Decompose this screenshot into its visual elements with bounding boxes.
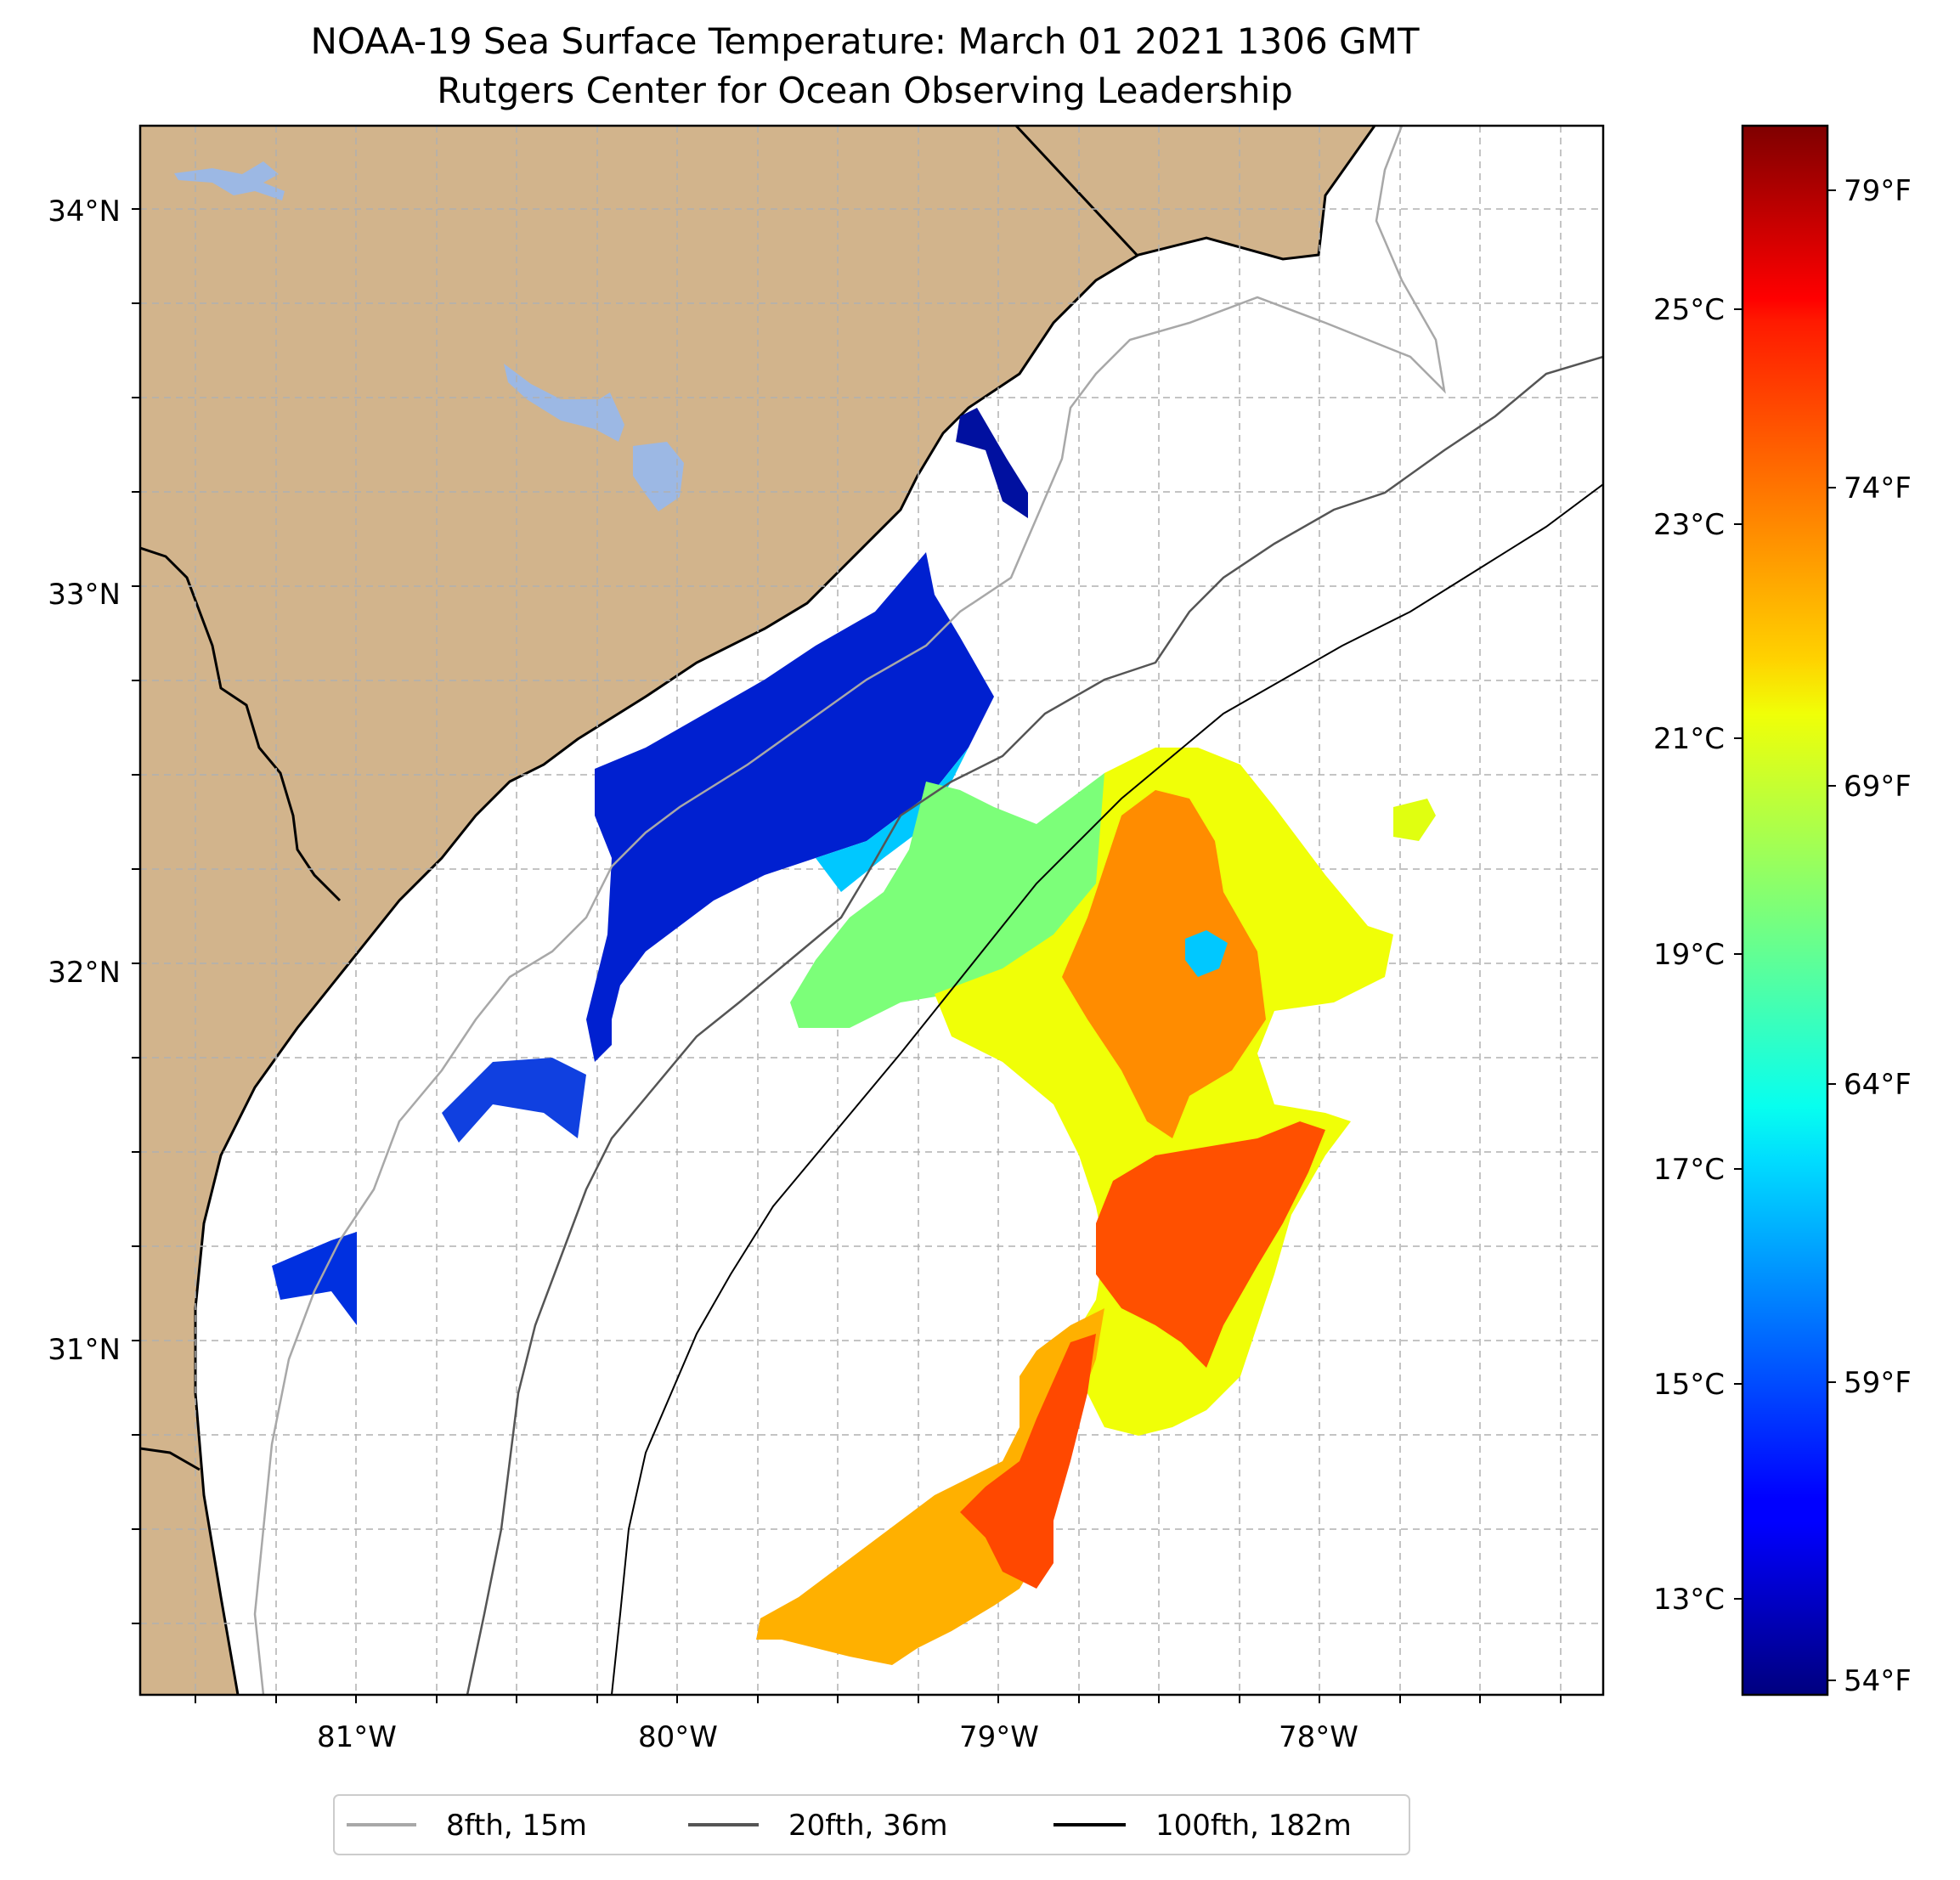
sst-patch-cold-eddy xyxy=(1185,930,1228,977)
celsius-label-13: 13°C xyxy=(1653,1583,1725,1617)
fahrenheit-label-59: 59°F xyxy=(1844,1366,1912,1400)
chart-title-line1: NOAA-19 Sea Surface Temperature: March 0… xyxy=(311,20,1420,62)
legend-item-20fth: 20fth, 36m xyxy=(688,1809,948,1843)
fahrenheit-label-69: 69°F xyxy=(1844,770,1912,804)
sst-patch-east-isolated xyxy=(1393,799,1436,841)
colorbar-fahrenheit-ticks xyxy=(1827,189,1836,1681)
celsius-label-25: 25°C xyxy=(1653,293,1725,327)
celsius-label-17: 17°C xyxy=(1653,1153,1725,1187)
isobath-182m xyxy=(611,483,1603,1695)
lat-label-34n: 34°N xyxy=(48,195,121,229)
lon-label-79w: 79°W xyxy=(959,1720,1039,1754)
fahrenheit-label-54: 54°F xyxy=(1844,1664,1912,1698)
celsius-label-21: 21°C xyxy=(1653,722,1725,756)
isobath-15m xyxy=(253,126,1446,1695)
celsius-label-23: 23°C xyxy=(1653,508,1725,542)
fahrenheit-label-64: 64°F xyxy=(1844,1068,1912,1102)
lake-moultrie xyxy=(633,442,684,511)
isobath-36m xyxy=(466,355,1603,1695)
sst-patch-coastal-south xyxy=(442,1058,586,1143)
lon-label-78w: 78°W xyxy=(1279,1720,1358,1754)
sst-patch-hot-core xyxy=(1096,1121,1325,1368)
legend-box xyxy=(333,1794,1410,1855)
colorbar-gradient xyxy=(1741,124,1829,1697)
colorbar-celsius-labels: 25°C 23°C 21°C 19°C 17°C 15°C 13°C xyxy=(1653,293,1725,1617)
legend-label-20fth: 20fth, 36m xyxy=(788,1809,948,1843)
sst-patch-coastal-warm-edge xyxy=(816,697,994,892)
chart-title-line2: Rutgers Center for Ocean Observing Leade… xyxy=(437,70,1293,111)
lat-label-33n: 33°N xyxy=(48,578,121,612)
lon-labels: 81°W 80°W 79°W 78°W xyxy=(317,1720,1358,1754)
sst-patch-coastal-cold xyxy=(586,552,994,1062)
legend: 8fth, 15m 20fth, 36m 100fth, 182m xyxy=(333,1794,1410,1855)
lat-label-31n: 31°N xyxy=(48,1333,121,1367)
fahrenheit-label-79: 79°F xyxy=(1844,174,1912,208)
isobaths xyxy=(253,126,1603,1695)
lat-labels: 34°N 33°N 32°N 31°N xyxy=(48,195,121,1367)
lat-label-32n: 32°N xyxy=(48,956,121,990)
map-panel xyxy=(140,126,1603,1695)
coastline xyxy=(140,126,1376,1695)
legend-label-100fth: 100fth, 182m xyxy=(1155,1809,1352,1843)
map-frame xyxy=(138,124,1605,1697)
inland-water xyxy=(174,161,684,511)
celsius-label-15: 15°C xyxy=(1653,1368,1725,1402)
lake-wateree xyxy=(174,161,285,200)
sst-patch-north-inlet xyxy=(956,408,1028,518)
lon-label-80w: 80°W xyxy=(638,1720,718,1754)
fahrenheit-label-74: 74°F xyxy=(1844,471,1912,505)
axis-ticks xyxy=(132,208,1562,1703)
legend-item-8fth: 8fth, 15m xyxy=(347,1809,587,1843)
lake-marion xyxy=(504,364,624,442)
colorbar-fahrenheit-labels: 79°F 74°F 69°F 64°F 59°F 54°F xyxy=(1844,174,1912,1698)
sst-patch-southwest xyxy=(272,1232,357,1325)
legend-label-8fth: 8fth, 15m xyxy=(446,1809,587,1843)
sst-patch-warm-core xyxy=(1062,790,1266,1138)
colorbar: 25°C 23°C 21°C 19°C 17°C 15°C 13°C 79°F … xyxy=(1653,124,1912,1698)
celsius-label-19: 19°C xyxy=(1653,938,1725,972)
colorbar-celsius-ticks xyxy=(1734,308,1743,1600)
land-area xyxy=(140,126,1375,1695)
sst-patch-south-hot xyxy=(960,1334,1096,1589)
lon-label-81w: 81°W xyxy=(317,1720,397,1754)
legend-item-100fth: 100fth, 182m xyxy=(1053,1809,1352,1843)
